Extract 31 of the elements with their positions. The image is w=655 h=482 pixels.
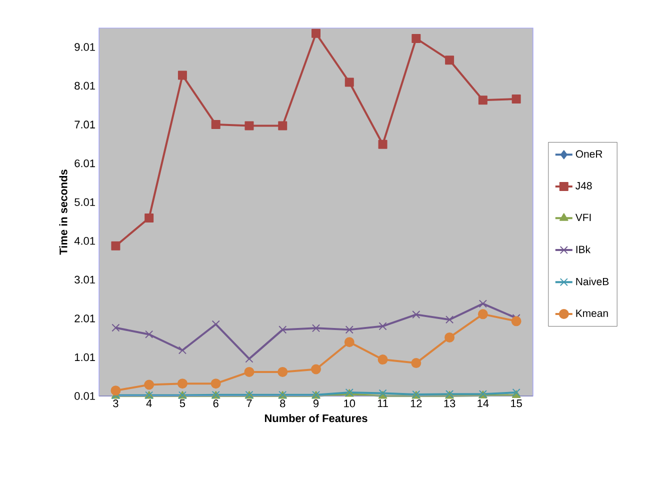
y-tick-label: 5.01 — [74, 198, 95, 206]
y-tick-label: 9.01 — [74, 43, 95, 51]
x-tick-label: 12 — [410, 400, 422, 408]
x-tick-label: 3 — [113, 400, 118, 408]
x-tick-label: 15 — [511, 400, 522, 408]
y-axis-title: Time in seconds — [59, 170, 68, 255]
x-tick-label: 4 — [146, 400, 152, 408]
y-tick-label: 0.01 — [74, 392, 95, 400]
y-tick-label: 1.01 — [74, 353, 95, 362]
legend-label: IBk — [576, 246, 591, 254]
x-tick-label: 5 — [180, 400, 186, 408]
x-tick-label: 6 — [213, 400, 218, 408]
x-tick-label: 11 — [378, 400, 388, 408]
x-axis-title: Number of Features — [264, 414, 368, 422]
x-tick-label: 10 — [344, 400, 356, 408]
legend-label: VFI — [575, 214, 591, 222]
legend-label: J48 — [576, 182, 592, 190]
y-tick-label: 2.01 — [74, 314, 95, 322]
y-tick-label: 4.01 — [74, 237, 95, 245]
legend-label: NaiveB — [576, 278, 609, 286]
y-tick-label: 6.01 — [74, 159, 95, 168]
x-tick-label: 9 — [313, 400, 319, 408]
y-tick-label: 8.01 — [74, 82, 95, 90]
x-tick-label: 13 — [444, 400, 456, 408]
x-tick-label: 7 — [246, 400, 252, 408]
y-tick-label: 7.01 — [74, 120, 95, 128]
x-tick-label: 8 — [280, 400, 286, 408]
legend-label: OneR — [576, 150, 602, 158]
x-tick-label: 14 — [478, 400, 489, 408]
legend-label: Kmean — [576, 310, 608, 317]
y-tick-label: 3.01 — [74, 276, 95, 284]
